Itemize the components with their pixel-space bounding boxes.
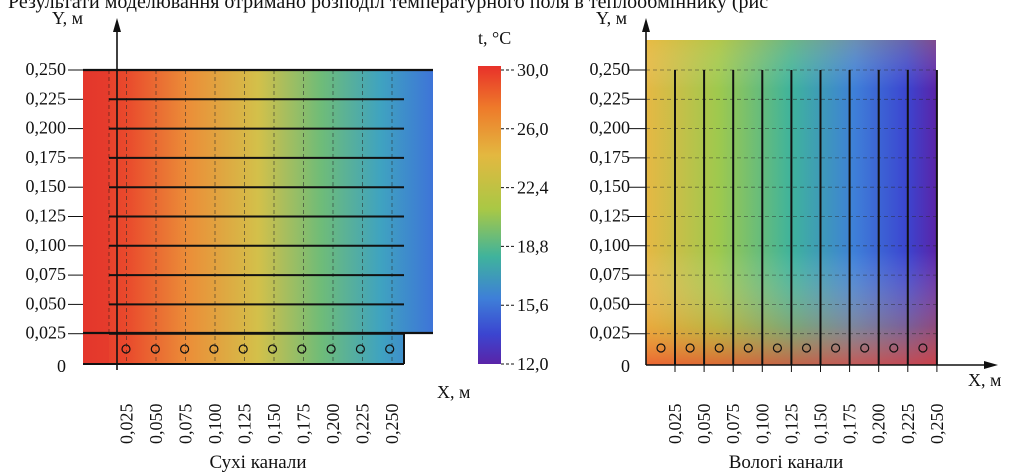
wet-x-tick-label: 0,125 bbox=[781, 404, 801, 445]
wet-marker bbox=[743, 343, 753, 353]
dry-marker bbox=[385, 344, 395, 354]
wet-marker bbox=[830, 343, 841, 353]
wet-channel-lines bbox=[674, 70, 938, 365]
dry-caption: Сухі канали bbox=[209, 452, 306, 473]
dry-x-tick-label: 0,150 bbox=[264, 404, 284, 445]
colorbar-tick-label: 12,0 bbox=[517, 354, 549, 374]
dry-marker bbox=[150, 344, 160, 354]
colorbar-tick-label: 22,4 bbox=[517, 178, 549, 198]
wet-markers bbox=[656, 343, 928, 353]
colorbar-scale bbox=[478, 66, 501, 364]
dry-y-tick-label: 0,250 bbox=[26, 59, 67, 79]
dry-x-tick-label: 0,050 bbox=[146, 404, 166, 445]
dry-y-tick-label: 0,175 bbox=[26, 147, 67, 167]
wet-y-tick-label: 0,025 bbox=[590, 323, 631, 343]
dry-y-tick-label: 0,100 bbox=[26, 235, 67, 255]
wet-x-tick-label: 0,200 bbox=[869, 404, 889, 445]
dry-x-tick-label: 0,100 bbox=[205, 404, 225, 445]
wet-caption: Вологі канали bbox=[729, 452, 844, 473]
wet-x-axis-label: X, м bbox=[968, 370, 1001, 390]
wet-y-tick-label: 0,125 bbox=[590, 206, 631, 226]
dry-inlet-strip bbox=[83, 70, 109, 364]
dry-marker bbox=[267, 344, 278, 354]
dry-y-tick-label: 0,225 bbox=[26, 88, 67, 108]
wet-marker bbox=[656, 343, 666, 353]
dry-y-axis-arrow bbox=[113, 18, 121, 32]
colorbar-ticks: 30,0 26,0 22,4 18,8 15,6 12,0 bbox=[501, 60, 549, 374]
dry-y-tick-labels: 0,250 0,225 0,200 0,175 0,150 0,125 0,100 0,075… bbox=[26, 59, 83, 376]
wet-y-tick-label: 0,250 bbox=[590, 59, 631, 79]
wet-y-axis-arrow bbox=[642, 18, 650, 32]
wet-gridlines bbox=[646, 69, 936, 335]
dry-x-tick-label: 0,025 bbox=[117, 404, 137, 445]
wet-marker bbox=[685, 343, 695, 353]
dry-marker bbox=[355, 344, 365, 354]
wet-y-tick-labels: 0,250 0,225 0,200 0,175 0,150 0,125 0,100 0,075… bbox=[590, 59, 646, 376]
dry-x-axis-label: X, м bbox=[437, 382, 470, 402]
dry-marker bbox=[238, 344, 248, 354]
wet-x-tick-label: 0,075 bbox=[723, 404, 743, 445]
colorbar-tick-label: 26,0 bbox=[517, 119, 549, 139]
dry-y-tick-label: 0 bbox=[57, 356, 66, 376]
wet-x-tick-label: 0,100 bbox=[752, 404, 772, 445]
wet-y-tick-label: 0,150 bbox=[590, 176, 631, 196]
dry-x-tick-label: 0,250 bbox=[382, 404, 402, 445]
dry-x-tick-label: 0,075 bbox=[176, 404, 196, 445]
dry-x-tick-label: 0,225 bbox=[353, 404, 373, 445]
dry-marker bbox=[326, 344, 336, 354]
wet-marker bbox=[860, 343, 870, 353]
dry-x-tick-label: 0,125 bbox=[235, 404, 255, 445]
dry-y-tick-label: 0,125 bbox=[26, 206, 67, 226]
wet-x-tick-label: 0,050 bbox=[694, 404, 714, 445]
wet-x-tick-label: 0,025 bbox=[665, 404, 685, 445]
colorbar-tick-label: 15,6 bbox=[517, 295, 549, 315]
dry-y-axis-label: Y, м bbox=[52, 8, 83, 28]
wet-channels-panel: Y, м X, м 0,250 0,225 0,200 0,175 0,150 0,125… bbox=[590, 8, 1002, 473]
wet-y-tick-label: 0,200 bbox=[590, 118, 631, 138]
wet-y-axis-label: Y, м bbox=[596, 8, 627, 28]
dry-y-tick-label: 0,150 bbox=[26, 176, 67, 196]
dry-channels-panel: Y, м X, м 0,250 0,225 0,200 0,175 0,150 0,125… bbox=[26, 8, 471, 473]
wet-y-tick-label: 0 bbox=[621, 356, 630, 376]
dry-x-tick-label: 0,175 bbox=[294, 404, 314, 445]
dry-y-tick-label: 0,050 bbox=[26, 293, 67, 313]
wet-x-tick-label: 0,175 bbox=[840, 404, 860, 445]
wet-marker bbox=[714, 343, 724, 353]
colorbar: t, °C 30,0 26,0 22,4 18,8 15,6 12,0 bbox=[478, 28, 549, 374]
dry-x-tick-labels: 0,025 0,050 0,075 0,100 0,125 0,150 0,175 0,200… bbox=[117, 404, 403, 445]
wet-x-tick-label: 0,150 bbox=[811, 404, 831, 445]
wet-x-tick-labels: 0,025 0,050 0,075 0,100 0,125 0,150 0,175 0,200… bbox=[665, 365, 947, 444]
dry-y-tick-label: 0,200 bbox=[26, 118, 67, 138]
wet-marker bbox=[889, 343, 899, 353]
colorbar-tick-label: 30,0 bbox=[517, 60, 549, 80]
colorbar-tick-label: 18,8 bbox=[517, 236, 549, 256]
dry-y-tick-label: 0,025 bbox=[26, 323, 67, 343]
wet-y-tick-label: 0,225 bbox=[590, 88, 631, 108]
dry-marker bbox=[121, 344, 131, 354]
dry-marker bbox=[297, 344, 307, 354]
top-text: Результати моделювання отримано розподіл… bbox=[8, 0, 768, 13]
dry-markers bbox=[121, 344, 395, 354]
wet-x-tick-label: 0,250 bbox=[927, 404, 947, 445]
wet-marker bbox=[772, 343, 783, 353]
dry-x-tick-label: 0,200 bbox=[323, 404, 343, 445]
colorbar-title: t, °C bbox=[478, 28, 511, 48]
wet-x-axis-arrow bbox=[984, 361, 998, 369]
wet-y-tick-label: 0,050 bbox=[590, 293, 631, 313]
wet-marker bbox=[801, 343, 812, 353]
wet-x-tick-label: 0,225 bbox=[898, 404, 918, 445]
dry-marker bbox=[209, 344, 219, 354]
wet-y-tick-label: 0,175 bbox=[590, 147, 631, 167]
wet-y-tick-label: 0,075 bbox=[590, 264, 631, 284]
wet-y-tick-label: 0,100 bbox=[590, 235, 631, 255]
wet-marker bbox=[918, 343, 928, 353]
dry-field-cutout bbox=[404, 333, 434, 365]
dry-marker bbox=[180, 344, 190, 354]
dry-y-tick-label: 0,075 bbox=[26, 264, 67, 284]
